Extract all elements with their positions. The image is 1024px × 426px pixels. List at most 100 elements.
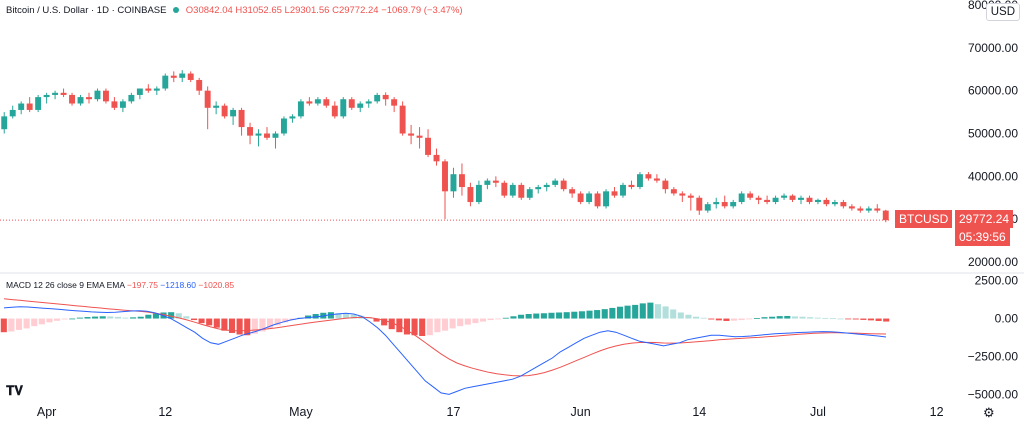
macd-histogram-bar <box>221 318 228 331</box>
macd-histogram-bar <box>457 318 464 327</box>
candle-body <box>60 92 67 95</box>
candle-body <box>653 178 660 181</box>
candle <box>382 92 389 106</box>
price-axis-tick: 20000.00 <box>968 255 1018 269</box>
candle-body <box>306 101 313 104</box>
candle <box>102 88 109 104</box>
candle <box>374 92 381 104</box>
candle <box>645 172 652 181</box>
candle <box>798 195 804 205</box>
macd-legend[interactable]: MACD 12 26 close 9 EMA EMA −197.75 −1218… <box>6 280 234 290</box>
candle <box>18 101 25 115</box>
candle <box>772 195 779 205</box>
candle <box>60 88 67 98</box>
candle-body <box>518 184 525 198</box>
candle <box>679 191 686 203</box>
macd-histogram-bar <box>168 312 175 319</box>
candle-body <box>153 88 160 91</box>
candle <box>153 86 160 95</box>
macd-histogram-bar <box>791 316 798 319</box>
time-axis-tick: Jul <box>810 405 826 419</box>
macd-histogram-bar <box>548 312 555 319</box>
macd-histogram-bar <box>518 314 525 319</box>
candle-body <box>179 73 186 78</box>
candle <box>170 71 177 83</box>
macd-histogram-bar <box>624 305 631 319</box>
candle <box>128 92 135 104</box>
macd-histogram-bar <box>54 318 61 321</box>
candle-body <box>882 210 889 221</box>
candle-body <box>52 92 59 95</box>
gear-icon[interactable]: ⚙ <box>983 405 995 420</box>
candle <box>111 97 118 110</box>
macd-histogram-bar <box>350 314 357 319</box>
candle-body <box>586 193 593 203</box>
macd-histogram-bar <box>586 310 593 319</box>
candle <box>348 97 355 110</box>
last-price-badge: 29772.24 <box>955 210 1014 228</box>
macd-histogram-bar <box>426 318 433 336</box>
candle <box>840 199 847 209</box>
macd-histogram-bar <box>487 318 494 321</box>
macd-histogram-bar <box>837 318 844 320</box>
candle-body <box>857 208 864 211</box>
macd-histogram-bar <box>784 315 791 319</box>
currency-button[interactable]: USD <box>985 3 1020 21</box>
macd-histogram-bar <box>761 317 768 319</box>
candle <box>670 187 677 196</box>
macd-histogram-bar <box>799 316 806 319</box>
macd-histogram-bar <box>38 318 45 325</box>
macd-histogram-bar <box>594 310 601 319</box>
time-axis-tick: 14 <box>692 405 706 419</box>
macd-histogram-bar <box>852 318 859 320</box>
candle <box>789 194 796 203</box>
symbol-title[interactable]: Bitcoin / U.S. Dollar · 1D · COINBASE <box>6 5 167 16</box>
candle <box>501 180 508 198</box>
countdown-badge: 05:39:56 <box>955 228 1010 246</box>
macd-histogram-bar <box>213 318 220 328</box>
candle <box>704 202 711 213</box>
candle-body <box>840 202 847 207</box>
candle-body <box>755 197 762 200</box>
macd-label: MACD 12 26 close 9 EMA EMA <box>6 280 125 290</box>
macd-line-value: −1218.60 <box>160 280 196 290</box>
candle <box>187 71 194 83</box>
macd-histogram-bar <box>107 316 114 319</box>
candle-body <box>204 90 211 108</box>
candle-body <box>594 193 601 207</box>
tradingview-logo-icon[interactable]: 𝐓𝐕 <box>6 383 23 398</box>
candle <box>213 101 220 115</box>
candle <box>204 86 211 130</box>
macd-histogram-bar <box>46 318 53 323</box>
candle-body <box>789 195 796 200</box>
candle-body <box>636 174 643 188</box>
candle-body <box>425 137 432 155</box>
time-axis-tick: May <box>289 405 313 419</box>
candle <box>721 195 728 209</box>
macd-histogram-bar <box>23 318 30 329</box>
candle-body <box>458 174 465 188</box>
candle-body <box>687 195 694 198</box>
candle <box>653 174 660 183</box>
candle <box>255 129 262 147</box>
ticker-badge: BTCUSD <box>895 210 953 228</box>
candle-body <box>467 187 474 203</box>
macd-axis-tick: 2500.00 <box>975 274 1019 288</box>
candle-body <box>713 202 720 205</box>
candle <box>492 176 499 188</box>
macd-histogram-bar <box>860 318 867 320</box>
candle-body <box>128 94 135 102</box>
macd-histogram-bar <box>700 317 707 319</box>
candle <box>848 204 855 211</box>
candle <box>247 122 254 145</box>
candle <box>69 92 76 106</box>
macd-histogram-bar <box>198 318 205 324</box>
macd-pane <box>0 298 890 395</box>
candle-body <box>297 101 304 117</box>
candle-body <box>620 184 626 196</box>
candle <box>280 116 287 136</box>
macd-histogram-bar <box>267 318 274 329</box>
candle <box>755 195 762 205</box>
candle-body <box>670 189 677 194</box>
